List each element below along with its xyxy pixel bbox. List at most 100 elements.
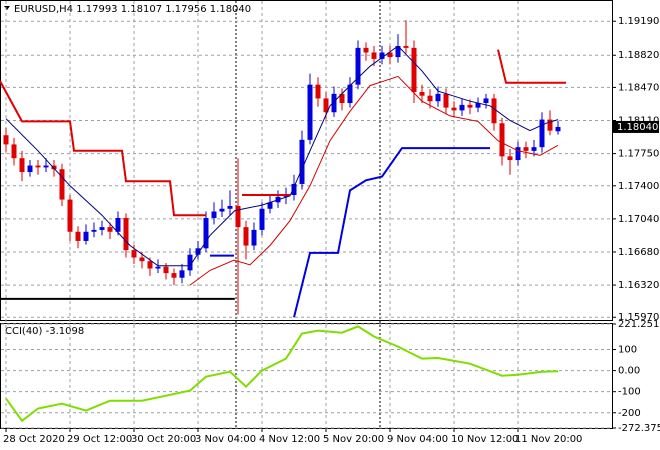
candle-body	[27, 165, 33, 172]
candle-body	[451, 107, 457, 111]
x-tick-label: 5 Nov 20:00	[323, 434, 384, 445]
candle-body	[475, 103, 481, 108]
candle-body	[187, 254, 193, 271]
current-price-box	[613, 120, 659, 133]
chart-title: EURUSD,H4 1.17993 1.18107 1.17956 1.1804…	[14, 4, 251, 15]
candle-body	[131, 250, 137, 258]
candle-body	[203, 217, 209, 249]
candle-body	[315, 84, 321, 99]
candle-body	[3, 135, 9, 145]
candle-body	[491, 98, 497, 124]
indicator-line	[210, 147, 490, 318]
y-tick-label: 1.18820	[618, 50, 659, 61]
candle-body	[35, 165, 41, 168]
candle-body	[227, 206, 233, 209]
y-tick-label: -100	[618, 387, 641, 398]
x-tick-label: 29 Oct 12:00	[67, 434, 132, 445]
cci-title: CCI(40) -3.1098	[5, 326, 84, 337]
candle-body	[387, 52, 393, 58]
candle-body	[219, 208, 225, 212]
current-price-label: 1.18040	[617, 122, 658, 133]
candle-body	[323, 98, 329, 113]
candle-body	[547, 119, 553, 131]
y-tick-label: -272.3755	[618, 423, 660, 434]
candle-body	[539, 119, 545, 148]
y-tick-label: 1.15970	[618, 312, 659, 323]
candle-body	[235, 206, 241, 228]
candle-body	[371, 52, 377, 59]
candle-body	[147, 261, 153, 269]
candle-body	[11, 144, 17, 159]
candle-body	[243, 227, 249, 246]
candle-body	[403, 46, 409, 48]
candle-body	[251, 229, 257, 246]
candle-body	[171, 273, 177, 278]
candle-body	[75, 231, 81, 241]
candle-body	[363, 47, 369, 53]
cci-line	[5, 325, 559, 423]
candle-body	[291, 183, 297, 195]
x-tick-label: 4 Nov 12:00	[259, 434, 320, 445]
candle-body	[19, 158, 25, 172]
candle-body	[395, 46, 401, 58]
candle-body	[91, 229, 97, 232]
x-tick-label: 28 Oct 2020	[3, 434, 65, 445]
cci-frame	[0, 323, 613, 429]
candle-body	[51, 165, 57, 170]
candle-body	[419, 92, 425, 96]
x-tick-label: 9 Nov 04:00	[387, 434, 448, 445]
candle-body	[211, 211, 217, 218]
y-tick-label: 100	[618, 345, 637, 356]
candle-body	[267, 202, 273, 209]
x-tick-label: 3 Nov 04:00	[195, 434, 256, 445]
candle-body	[43, 165, 49, 168]
candle-body	[483, 98, 489, 104]
y-tick-label: 1.19190	[618, 16, 659, 27]
candle-body	[83, 231, 89, 241]
candle-body	[443, 93, 449, 108]
candle-body	[523, 147, 529, 151]
candle-body	[507, 156, 513, 161]
y-tick-label: 1.17400	[618, 181, 659, 192]
candle-body	[339, 93, 345, 104]
candle-body	[195, 248, 201, 255]
candle-body	[307, 84, 313, 140]
y-tick-label: 1.17750	[618, 149, 659, 160]
y-tick-label: 1.17040	[618, 214, 659, 225]
x-tick-label: 11 Nov 20:00	[515, 434, 582, 445]
candle-body	[531, 147, 537, 151]
candle-body	[67, 199, 73, 232]
candle-body	[467, 104, 473, 108]
candle-body	[107, 227, 113, 232]
y-tick-label: -200	[618, 408, 641, 419]
candle-body	[515, 147, 521, 161]
indicator-line	[189, 75, 559, 286]
candle-body	[123, 217, 129, 251]
candle-body	[99, 227, 105, 230]
x-tick-label: 10 Nov 12:00	[451, 434, 518, 445]
candle-body	[139, 257, 145, 262]
candle-body	[115, 217, 121, 232]
y-tick-label: 1.18470	[618, 82, 659, 93]
candle-body	[435, 93, 441, 102]
main-frame	[0, 0, 613, 321]
y-tick-label: 1.16320	[618, 280, 659, 291]
candle-body	[347, 84, 353, 104]
candle-body	[411, 47, 417, 93]
indicator-line	[5, 45, 559, 267]
candle-body	[299, 139, 305, 184]
y-tick-label: 221.2518	[618, 319, 660, 330]
candle-body	[179, 270, 185, 278]
candle-body	[459, 104, 465, 111]
y-tick-label: 1.16680	[618, 247, 659, 258]
y-tick-label: 0.00	[618, 366, 640, 377]
candle-body	[331, 93, 337, 113]
candle-body	[259, 208, 265, 230]
indicator-line	[0, 49, 566, 217]
candle-body	[379, 52, 385, 59]
x-tick-label: 30 Oct 20:00	[131, 434, 196, 445]
candle-body	[155, 266, 161, 269]
candle-body	[427, 95, 433, 102]
